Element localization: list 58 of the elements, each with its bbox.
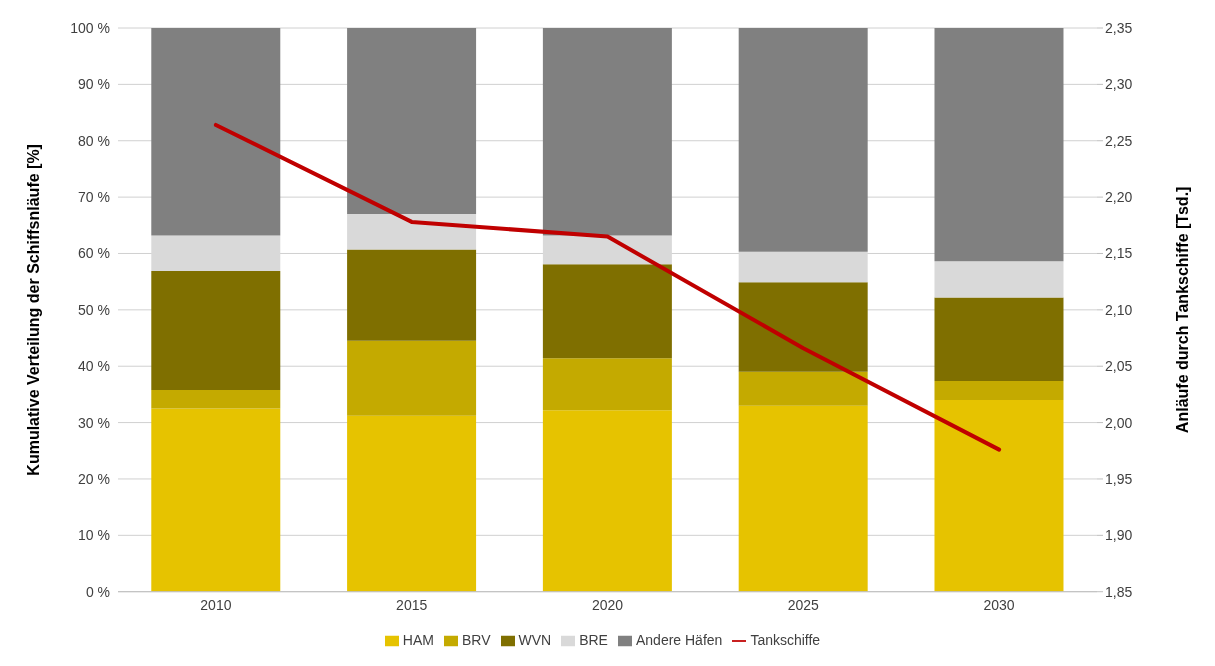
bar — [738, 28, 868, 252]
bar — [151, 270, 281, 390]
y2-tick-label: 2,15 — [1105, 245, 1133, 262]
y-tick-label: 60 % — [78, 245, 110, 262]
y2-tick-label: 1,85 — [1105, 583, 1133, 600]
y2-tick-label: 1,90 — [1105, 527, 1133, 544]
bar — [347, 249, 477, 341]
y-tick-label: 20 % — [78, 470, 110, 487]
legend-label: WVN — [518, 631, 552, 648]
y-tick-label: 40 % — [78, 358, 110, 375]
bar — [934, 28, 1064, 262]
bar — [347, 28, 477, 215]
y2-tick-label: 2,35 — [1105, 19, 1133, 36]
x-tick-label: 2015 — [396, 596, 428, 613]
bar — [542, 358, 672, 411]
y-tick-label: 80 % — [78, 132, 110, 149]
y-tick-label: 90 % — [78, 76, 110, 93]
line-series — [213, 122, 1002, 452]
bar — [542, 28, 672, 236]
x-tick-label: 2025 — [787, 596, 820, 613]
y2-tick-label: 2,00 — [1105, 414, 1133, 431]
y-tick-label: 100 % — [70, 19, 110, 36]
legend-label: Andere Häfen — [635, 631, 723, 648]
y2-tick-label: 2,05 — [1105, 358, 1133, 375]
bar — [738, 282, 868, 372]
bar — [934, 297, 1064, 381]
bar — [934, 380, 1064, 401]
y-axis-title: Kumulative Verteilung der Schiffsnläufe [%] — [24, 144, 42, 476]
bar — [347, 214, 477, 250]
legend-label: Tankschiffe — [750, 631, 821, 648]
bar — [347, 415, 477, 592]
y-tick-label: 70 % — [78, 189, 110, 206]
bar — [934, 400, 1064, 592]
y-tick-label: 10 % — [78, 527, 110, 544]
bar — [738, 371, 868, 406]
x-tick-label: 2020 — [591, 596, 624, 613]
legend-label: HAM — [402, 631, 434, 648]
y2-tick-label: 2,30 — [1105, 76, 1133, 93]
x-tick-label: 2010 — [200, 596, 232, 613]
bar — [151, 389, 281, 409]
bar — [738, 405, 868, 592]
x-tick-label: 2030 — [983, 596, 1015, 613]
bar — [542, 410, 672, 592]
legend-label: BRV — [461, 631, 491, 648]
y2-tick-label: 2,25 — [1105, 132, 1133, 149]
y2-tick-label: 2,20 — [1105, 189, 1133, 206]
y-tick-label: 50 % — [78, 301, 110, 318]
y2-tick-label: 1,95 — [1105, 470, 1133, 487]
y-tick-label: 30 % — [78, 414, 110, 431]
bar — [542, 264, 672, 359]
bar — [934, 261, 1064, 298]
bar — [347, 340, 477, 416]
bar — [151, 28, 281, 236]
y2-tick-label: 2,10 — [1105, 301, 1133, 318]
legend-label: BRE — [579, 631, 608, 648]
bar — [151, 408, 281, 592]
y2-axis-title: Anläufe durch Tankschiffe [Tsd.] — [1173, 186, 1191, 434]
y-tick-label: 0 % — [85, 583, 110, 600]
